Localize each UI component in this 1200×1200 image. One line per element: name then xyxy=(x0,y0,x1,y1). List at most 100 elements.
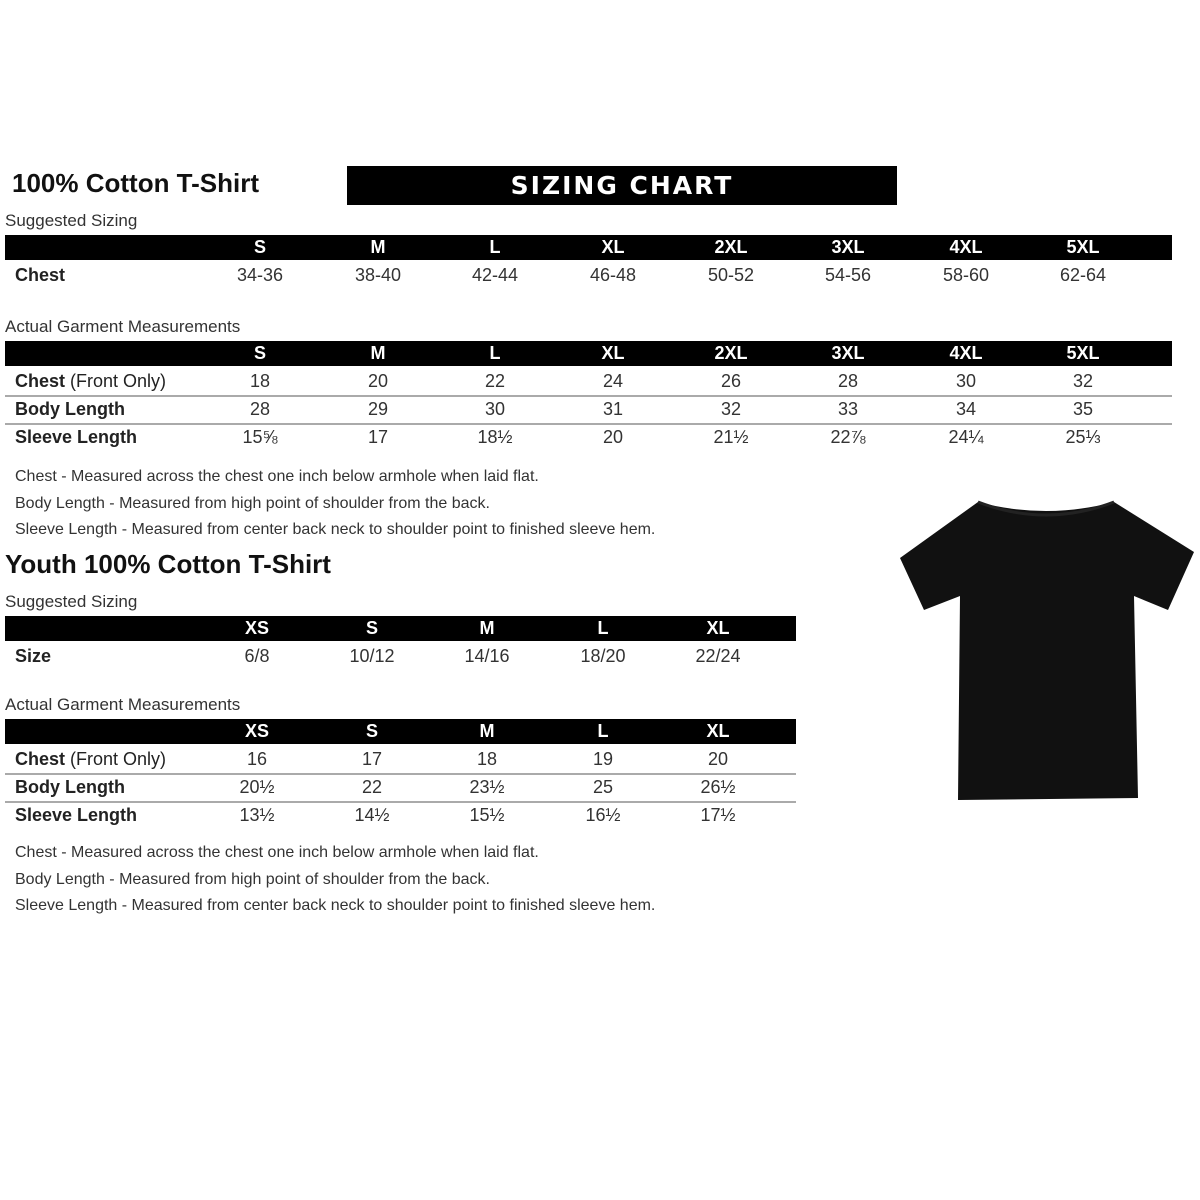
table-cell: 20½ xyxy=(239,777,275,797)
row-label-text: Body Length xyxy=(15,777,125,797)
table-row: Chest (Front Only) 18 20 22 24 26 28 30 32 xyxy=(5,367,1172,397)
table-cell: 24 xyxy=(602,371,624,391)
table-cell: 20 xyxy=(707,749,729,769)
youth-actual-label: Actual Garment Measurements xyxy=(5,695,241,714)
size-header-2xl: 2XL xyxy=(714,343,748,363)
table-cell: 29 xyxy=(367,399,389,419)
table-cell: 34-36 xyxy=(236,265,284,285)
table-cell: 50-52 xyxy=(707,265,755,285)
size-header-m: M xyxy=(479,721,495,741)
table-cell: 58-60 xyxy=(942,265,990,285)
size-header-xl: XL xyxy=(706,618,730,638)
table-cell: 33 xyxy=(837,399,859,419)
size-header-xs: XS xyxy=(244,618,270,638)
table-cell: 17 xyxy=(367,427,389,447)
row-label-text: Chest xyxy=(15,371,66,391)
row-label-text: Size xyxy=(15,646,52,666)
note-sleeve-length: Sleeve Length - Measured from center bac… xyxy=(15,897,656,914)
table-cell: 20 xyxy=(367,371,389,391)
table-cell: 30 xyxy=(955,371,977,391)
size-header-s: S xyxy=(365,618,379,638)
row-label: Chest xyxy=(15,261,65,289)
sizing-chart-banner: SIZING CHART xyxy=(347,166,897,205)
table-cell: 18½ xyxy=(477,427,513,447)
note-body-length: Body Length - Measured from high point o… xyxy=(15,870,490,888)
table-cell: 21½ xyxy=(713,427,749,447)
table-cell: 22 xyxy=(361,777,383,797)
size-header-xl: XL xyxy=(601,237,625,257)
size-header-l: L xyxy=(597,721,609,741)
youth-title: Youth 100% Cotton T-Shirt xyxy=(5,549,331,579)
table-cell: 25⅓ xyxy=(1065,427,1101,447)
table-cell: 26½ xyxy=(700,777,736,797)
table-cell: 17½ xyxy=(700,805,736,825)
table-cell: 14/16 xyxy=(464,646,510,666)
size-header-5xl: 5XL xyxy=(1066,237,1100,257)
size-header-xs: XS xyxy=(244,721,270,741)
table-row: Body Length 28 29 30 31 32 33 34 35 xyxy=(5,395,1172,425)
adult-notes: Chest - Measured across the chest one in… xyxy=(15,468,655,548)
youth-notes: Chest - Measured across the chest one in… xyxy=(15,844,655,924)
adult-actual-label: Actual Garment Measurements xyxy=(5,317,241,336)
table-row: Chest (Front Only) 16 17 18 19 20 xyxy=(5,745,796,775)
row-label-suffix: (Front Only) xyxy=(65,749,167,769)
note-sleeve-length: Sleeve Length - Measured from center bac… xyxy=(15,521,656,538)
table-cell: 25 xyxy=(592,777,614,797)
note-body-length: Body Length - Measured from high point o… xyxy=(15,494,490,512)
table-cell: 24¼ xyxy=(948,427,984,447)
table-row: Sleeve Length 13½ 14½ 15½ 16½ 17½ xyxy=(5,801,796,829)
table-cell: 16½ xyxy=(585,805,621,825)
size-header-2xl: 2XL xyxy=(714,237,748,257)
size-header-m: M xyxy=(479,618,495,638)
size-header-s: S xyxy=(253,237,267,257)
table-cell: 15½ xyxy=(469,805,505,825)
size-header-l: L xyxy=(489,237,501,257)
tshirt-icon xyxy=(900,500,1194,800)
size-header-bar: S M L XL 2XL 3XL 4XL 5XL xyxy=(5,235,1172,260)
adult-suggested-label: Suggested Sizing xyxy=(5,211,138,230)
size-header-3xl: 3XL xyxy=(831,237,865,257)
row-label: Size xyxy=(15,642,51,670)
row-label: Sleeve Length xyxy=(15,801,137,829)
row-label-text: Body Length xyxy=(15,399,125,419)
table-cell: 54-56 xyxy=(824,265,872,285)
youth-suggested-label: Suggested Sizing xyxy=(5,592,138,611)
adult-title: 100% Cotton T-Shirt xyxy=(12,168,260,198)
size-header-xl: XL xyxy=(706,721,730,741)
table-cell: 18 xyxy=(476,749,498,769)
row-label: Sleeve Length xyxy=(15,423,137,451)
table-cell: 28 xyxy=(837,371,859,391)
table-row: Chest 34-36 38-40 42-44 46-48 50-52 54-56 58-60… xyxy=(5,261,1172,289)
table-row: Sleeve Length 15⅝ 17 18½ 20 21½ 22⅞ 24¼ 25⅓ xyxy=(5,423,1172,451)
size-header-xl: XL xyxy=(601,343,625,363)
table-cell: 20 xyxy=(602,427,624,447)
row-label: Chest (Front Only) xyxy=(15,745,166,773)
size-header-l: L xyxy=(489,343,501,363)
size-header-4xl: 4XL xyxy=(949,237,983,257)
size-header-m: M xyxy=(370,343,386,363)
table-cell: 6/8 xyxy=(244,646,270,666)
table-cell: 17 xyxy=(361,749,383,769)
size-header-bar: S M L XL 2XL 3XL 4XL 5XL xyxy=(5,341,1172,366)
size-header-m: M xyxy=(370,237,386,257)
table-cell: 18 xyxy=(249,371,271,391)
table-cell: 31 xyxy=(602,399,624,419)
table-cell: 13½ xyxy=(239,805,275,825)
table-cell: 22/24 xyxy=(695,646,741,666)
size-header-s: S xyxy=(365,721,379,741)
row-label: Chest (Front Only) xyxy=(15,367,166,395)
table-cell: 19 xyxy=(592,749,614,769)
row-label-text: Chest xyxy=(15,265,66,285)
table-cell: 18/20 xyxy=(580,646,626,666)
table-cell: 30 xyxy=(484,399,506,419)
table-cell: 23½ xyxy=(469,777,505,797)
table-cell: 22⅞ xyxy=(830,427,866,447)
table-row: Size 6/8 10/12 14/16 18/20 22/24 xyxy=(5,642,796,670)
table-row: Body Length 20½ 22 23½ 25 26½ xyxy=(5,773,796,803)
row-label: Body Length xyxy=(15,395,125,423)
table-cell: 35 xyxy=(1072,399,1094,419)
row-label: Body Length xyxy=(15,773,125,801)
size-header-3xl: 3XL xyxy=(831,343,865,363)
table-cell: 34 xyxy=(955,399,977,419)
size-header-5xl: 5XL xyxy=(1066,343,1100,363)
